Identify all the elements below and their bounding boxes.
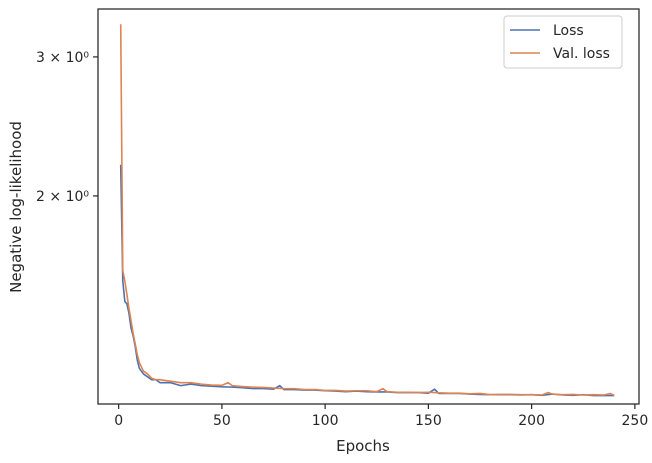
y-axis-label: Negative log-likelihood	[7, 121, 25, 293]
x-tick-label: 100	[312, 413, 339, 429]
plot-frame	[97, 8, 640, 405]
y-tick-label: 2 × 10⁰	[36, 189, 89, 205]
legend: Loss Val. loss	[503, 15, 623, 69]
legend-label-val-loss: Val. loss	[553, 46, 610, 62]
series-layer	[119, 24, 615, 397]
legend-label-loss: Loss	[553, 23, 584, 39]
y-tick-label: 3 × 10⁰	[36, 50, 89, 66]
x-axis-label: Epochs	[336, 437, 390, 455]
x-tick-label: 150	[415, 413, 442, 429]
x-tick-label: 0	[114, 413, 123, 429]
x-tick-label: 50	[213, 413, 231, 429]
legend-box	[503, 15, 623, 69]
x-axis: 0 50 100 150 200 250	[114, 404, 648, 429]
y-axis: 2 × 10⁰ 3 × 10⁰	[36, 50, 98, 205]
x-tick-label: 200	[518, 413, 545, 429]
series-line-val-loss	[119, 24, 615, 397]
x-tick-label: 250	[622, 413, 649, 429]
